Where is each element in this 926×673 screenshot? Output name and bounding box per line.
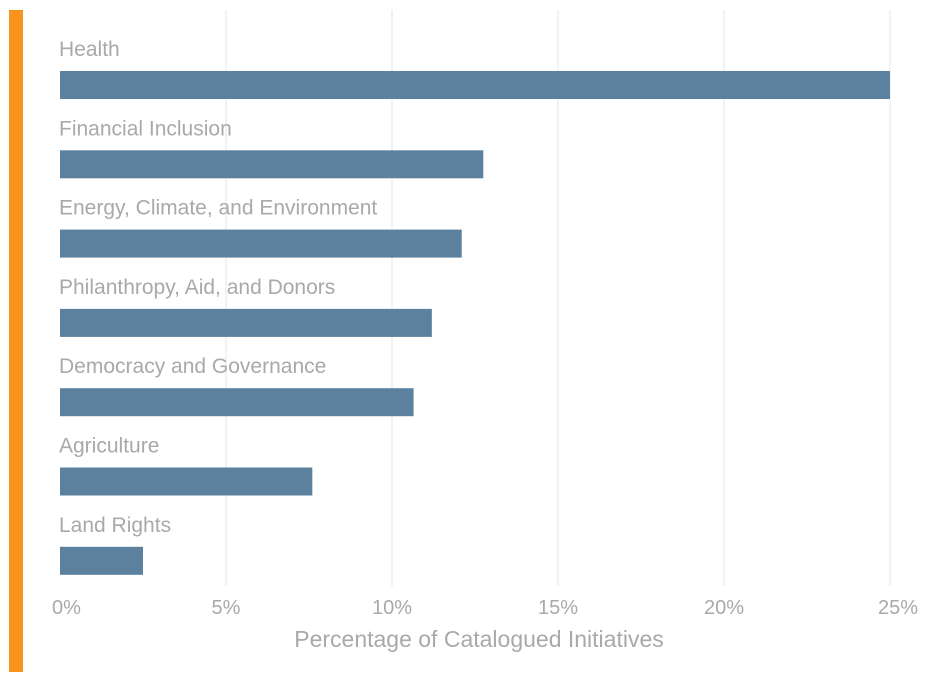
category-label: Democracy and Governance (59, 355, 326, 378)
category-label: Philanthropy, Aid, and Donors (59, 276, 335, 299)
x-tick-label: 15% (538, 597, 578, 619)
category-label: Agriculture (59, 435, 159, 458)
x-tick-label: 5% (212, 597, 241, 619)
category-label: Health (59, 38, 120, 61)
bar (60, 150, 484, 179)
bar (60, 546, 143, 575)
category-labels: Health Financial Inclusion Energy, Climate… (59, 38, 377, 537)
bar (60, 388, 414, 417)
x-axis-ticks: 0% 5% 10% 15% 20% 25% (52, 597, 918, 619)
bar (60, 71, 890, 99)
x-axis-title: Percentage of Catalogued Initiatives (294, 626, 664, 652)
bar (60, 229, 462, 258)
accent-stripe (9, 10, 23, 672)
x-tick-label: 10% (372, 597, 412, 619)
x-tick-label: 20% (704, 597, 744, 619)
x-tick-label: 0% (52, 597, 81, 619)
bar (60, 308, 432, 337)
category-label: Land Rights (59, 514, 171, 537)
bars (60, 71, 890, 575)
bar (60, 467, 313, 496)
category-label: Energy, Climate, and Environment (59, 197, 377, 220)
x-tick-label: 25% (878, 597, 918, 619)
category-label: Financial Inclusion (59, 117, 232, 140)
